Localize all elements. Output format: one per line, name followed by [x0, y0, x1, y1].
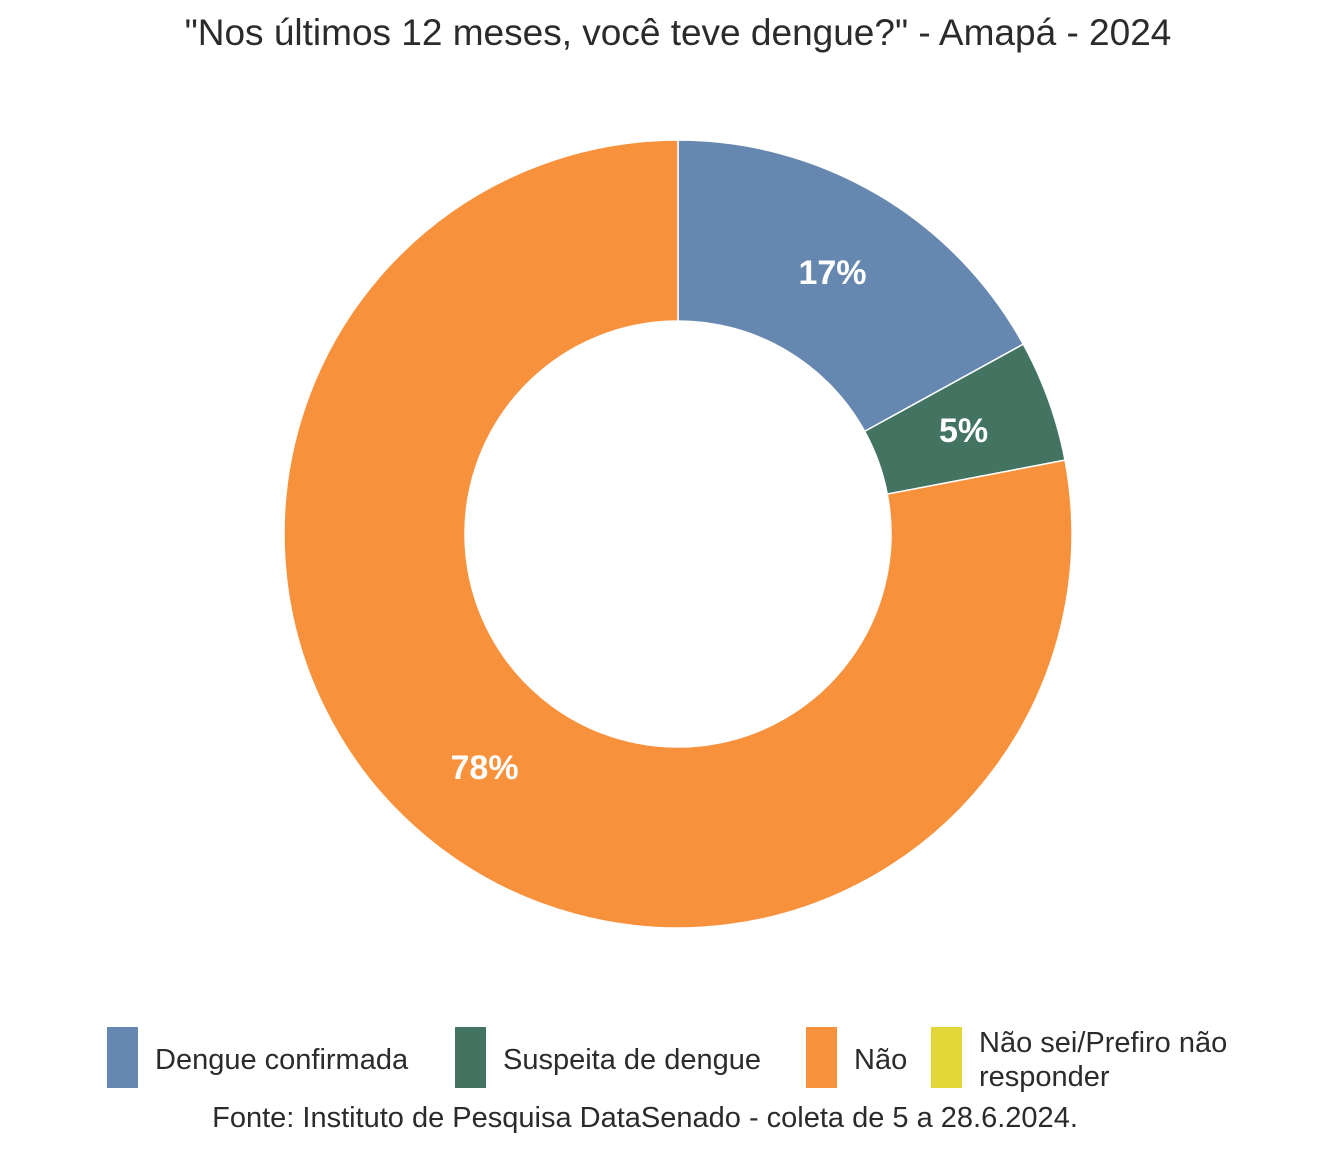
slice-nao: [283, 139, 1073, 929]
legend-label: Suspeita de dengue: [503, 1044, 761, 1076]
slice-label-nao: 78%: [451, 749, 519, 787]
legend-label: Não: [854, 1044, 908, 1076]
legend-label: Não sei/Prefiro não responder: [979, 1027, 1228, 1093]
slices-group: [283, 139, 1073, 929]
labels-group: 17% 5% 78%: [451, 254, 989, 787]
legend-swatch: [455, 1027, 486, 1088]
legend-swatch: [806, 1027, 837, 1088]
slice-label-dengue-confirmada: 17%: [798, 254, 866, 292]
legend-swatch: [931, 1027, 962, 1088]
slice-dengue-confirmada: [677, 139, 1025, 433]
slice-label-suspeita-de-dengue: 5%: [939, 412, 988, 450]
chart-title: "Nos últimos 12 meses, você teve dengue?…: [184, 12, 1172, 53]
legend-swatch: [107, 1027, 138, 1088]
legend-label: Dengue confirmada: [155, 1044, 409, 1076]
legend: Dengue confirmada Suspeita de dengue Não…: [0, 1026, 1344, 1093]
donut-chart: 17% 5% 78%: [283, 139, 1073, 929]
source-note: Fonte: Instituto de Pesquisa DataSenado …: [212, 1102, 1078, 1134]
